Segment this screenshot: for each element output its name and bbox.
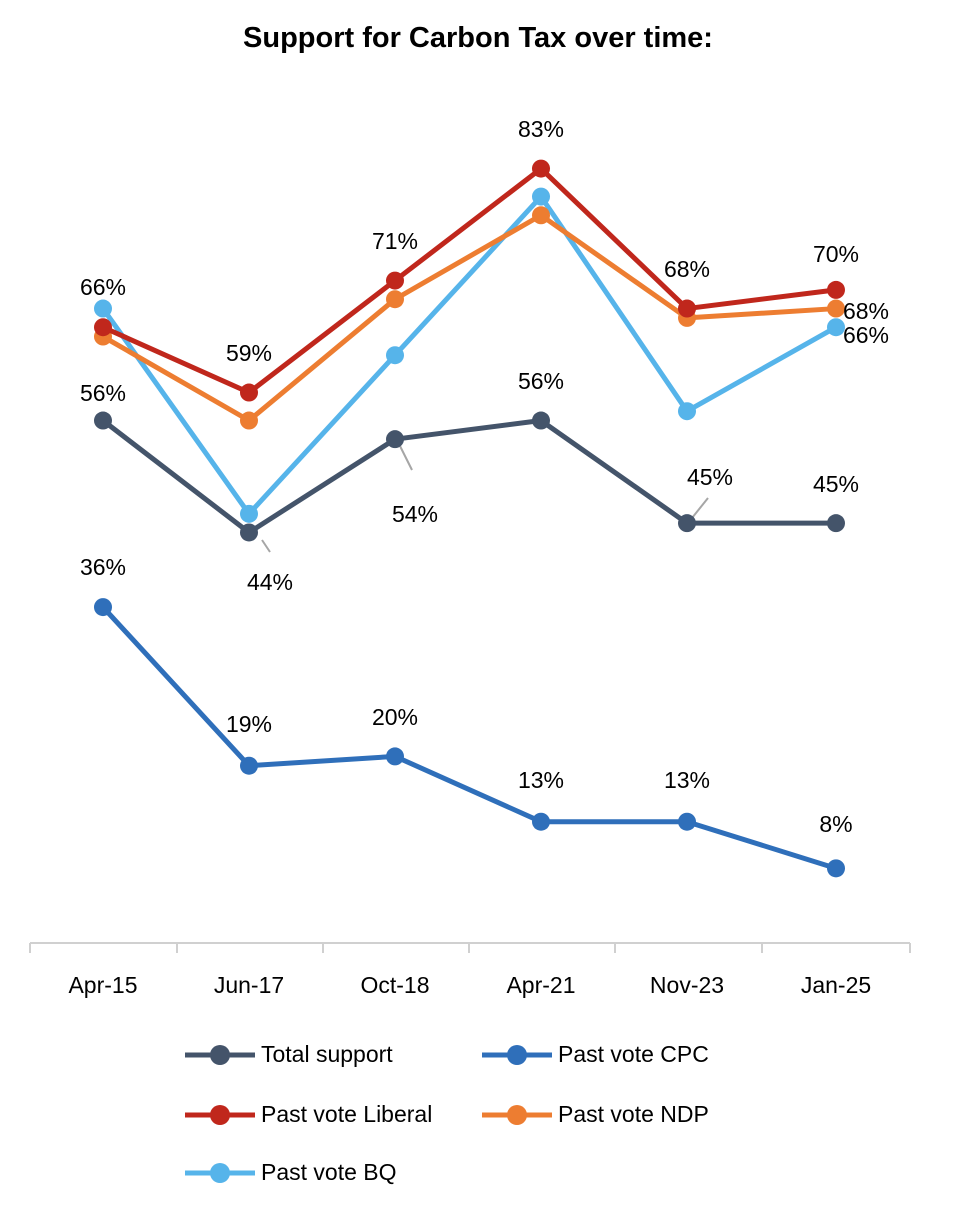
data-point xyxy=(678,514,696,533)
data-label: 59% xyxy=(226,340,272,366)
series-line xyxy=(100,194,838,517)
x-tick-label: Nov-23 xyxy=(650,972,724,998)
data-point xyxy=(94,318,112,337)
series-total-support xyxy=(94,411,845,542)
legend-marker-icon xyxy=(185,1044,255,1065)
legend-label: Past vote BQ xyxy=(261,1159,397,1185)
data-point xyxy=(678,402,696,421)
x-tick-label: Apr-21 xyxy=(506,972,575,998)
legend-item: Past vote CPC xyxy=(480,1041,709,1068)
data-point xyxy=(827,859,845,878)
data-label: 56% xyxy=(518,368,564,394)
x-tick-label: Jan-25 xyxy=(801,972,871,998)
data-label: 45% xyxy=(687,464,733,490)
chart-title: Support for Carbon Tax over time: xyxy=(243,22,713,54)
data-point xyxy=(386,290,404,309)
series-past-vote-bq xyxy=(94,187,845,523)
data-label: 44% xyxy=(247,569,293,595)
series-past-vote-liberal xyxy=(94,159,845,402)
data-point xyxy=(532,411,550,430)
data-label: 19% xyxy=(226,711,272,737)
data-point xyxy=(827,299,845,318)
data-label: 13% xyxy=(518,767,564,793)
legend-item: Past vote BQ xyxy=(183,1159,397,1186)
data-point xyxy=(240,523,258,542)
data-point xyxy=(94,411,112,430)
data-label: 13% xyxy=(664,767,710,793)
data-point xyxy=(827,514,845,533)
series-line xyxy=(101,605,837,871)
x-tick-label: Oct-18 xyxy=(360,972,429,998)
data-point xyxy=(386,430,404,449)
legend-item: Past vote NDP xyxy=(480,1101,709,1128)
legend-item: Past vote Liberal xyxy=(183,1101,432,1128)
data-point xyxy=(678,812,696,831)
series-past-vote-ndp xyxy=(94,206,845,430)
x-tick-label: Apr-15 xyxy=(68,972,137,998)
legend-label: Past vote CPC xyxy=(558,1041,709,1067)
data-point xyxy=(386,271,404,290)
data-point xyxy=(240,411,258,430)
data-point xyxy=(94,299,112,318)
data-label: 36% xyxy=(80,554,126,580)
x-tick-label: Jun-17 xyxy=(214,972,284,998)
legend-marker-icon xyxy=(482,1044,552,1065)
data-label: 56% xyxy=(80,380,126,406)
data-point xyxy=(678,299,696,318)
data-label: 71% xyxy=(372,228,418,254)
data-point xyxy=(94,598,112,617)
series-line xyxy=(101,212,837,424)
data-label: 83% xyxy=(518,116,564,142)
data-point xyxy=(386,747,404,766)
data-point xyxy=(532,812,550,831)
legend-label: Past vote NDP xyxy=(558,1101,709,1127)
data-label: 68% xyxy=(664,256,710,282)
data-point xyxy=(240,383,258,402)
legend-label: Past vote Liberal xyxy=(261,1101,433,1127)
data-label: 66% xyxy=(843,322,889,348)
data-label: 66% xyxy=(80,274,126,300)
series-line xyxy=(101,418,836,535)
series-past-vote-cpc xyxy=(94,598,845,878)
data-point xyxy=(240,504,258,523)
leader-line xyxy=(261,539,271,553)
series-line xyxy=(101,166,837,396)
data-point xyxy=(827,318,845,337)
data-label: 45% xyxy=(813,471,859,497)
data-point xyxy=(532,159,550,178)
data-point xyxy=(827,280,845,299)
data-point xyxy=(532,206,550,225)
legend-marker-icon xyxy=(185,1104,255,1125)
data-label: 70% xyxy=(813,241,859,267)
leader-line xyxy=(399,445,413,471)
legend-marker-icon xyxy=(482,1104,552,1125)
leader-line xyxy=(691,497,709,519)
legend-item: Total support xyxy=(183,1041,393,1068)
data-label: 20% xyxy=(372,704,418,730)
data-label: 68% xyxy=(843,298,889,324)
data-point xyxy=(386,346,404,365)
data-label: 54% xyxy=(392,501,438,527)
data-point xyxy=(532,187,550,206)
legend-label: Total support xyxy=(261,1041,393,1067)
legend-marker-icon xyxy=(185,1162,255,1183)
data-point xyxy=(240,756,258,775)
data-label: 8% xyxy=(819,811,852,837)
